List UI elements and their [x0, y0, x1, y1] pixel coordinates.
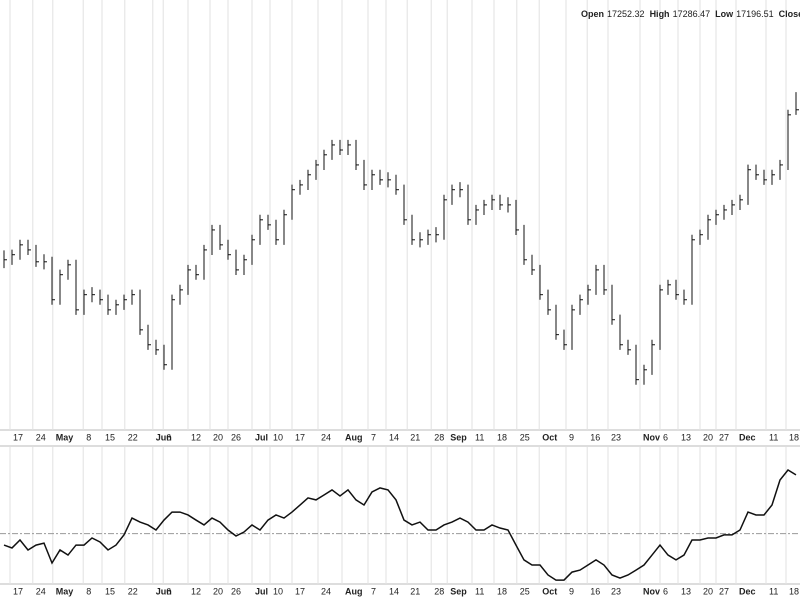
x-tick-label: Jun	[156, 432, 172, 442]
x-tick-label: May	[56, 586, 74, 596]
x-tick-label: 26	[231, 586, 241, 596]
x-tick-label: 11	[475, 432, 484, 442]
x-tick-label: 7	[371, 586, 376, 596]
x-tick-label: 9	[569, 432, 574, 442]
x-tick-label: 23	[611, 432, 621, 442]
x-tick-label: Jun	[156, 586, 172, 596]
x-tick-label: Nov	[643, 432, 660, 442]
x-tick-label: 27	[719, 432, 729, 442]
x-tick-label: 28	[434, 432, 444, 442]
x-tick-label: Oct	[542, 586, 557, 596]
x-tick-label: May	[56, 432, 74, 442]
x-tick-label: 6	[663, 432, 668, 442]
quote-value: 17196.51	[736, 9, 774, 19]
x-tick-label: 12	[191, 432, 201, 442]
x-tick-label: 22	[128, 586, 138, 596]
x-tick-label: Aug	[345, 586, 363, 596]
x-tick-label: 11	[769, 586, 778, 596]
x-tick-label: 27	[719, 586, 729, 596]
x-tick-label: 14	[389, 586, 399, 596]
x-tick-label: 23	[611, 586, 621, 596]
x-tick-label: 17	[13, 586, 23, 596]
x-tick-label: 6	[166, 586, 171, 596]
x-tick-label: 12	[191, 586, 201, 596]
x-tick-label: Sep	[450, 432, 467, 442]
quote-value: 17252.32	[607, 9, 645, 19]
x-tick-label: 15	[105, 432, 115, 442]
x-tick-label: 10	[273, 586, 283, 596]
x-tick-label: 21	[410, 432, 420, 442]
x-tick-label: Aug	[345, 432, 363, 442]
x-tick-label: 18	[789, 432, 799, 442]
x-tick-label: 17	[13, 432, 23, 442]
x-tick-label: 14	[389, 432, 399, 442]
x-tick-label: Jul	[255, 432, 268, 442]
x-tick-label: 10	[273, 432, 283, 442]
x-tick-label: 11	[769, 432, 778, 442]
x-tick-label: Dec	[739, 586, 756, 596]
indicator-line	[3, 469, 797, 581]
quote-label: Close	[779, 9, 800, 19]
x-tick-label: 9	[569, 586, 574, 596]
x-tick-label: 20	[703, 586, 713, 596]
x-tick-label: 16	[590, 586, 600, 596]
x-tick-label: 21	[410, 586, 420, 596]
x-tick-label: 15	[105, 586, 115, 596]
x-tick-label: 8	[86, 586, 91, 596]
x-tick-label: 28	[434, 586, 444, 596]
x-tick-label: Dec	[739, 432, 756, 442]
x-tick-label: 25	[520, 432, 530, 442]
x-tick-label: 16	[590, 432, 600, 442]
x-tick-label: 13	[681, 586, 691, 596]
x-tick-label: Jul	[255, 586, 268, 596]
x-tick-label: 24	[36, 586, 46, 596]
x-tick-label: 18	[497, 586, 507, 596]
x-tick-label: 20	[703, 432, 713, 442]
x-tick-label: Sep	[450, 586, 467, 596]
x-tick-label: 7	[371, 432, 376, 442]
x-tick-label: 6	[166, 432, 171, 442]
x-tick-label: 17	[295, 586, 305, 596]
x-tick-label: 8	[86, 432, 91, 442]
x-tick-label: 18	[497, 432, 507, 442]
x-tick-label: 25	[520, 586, 530, 596]
x-tick-label: 13	[681, 432, 691, 442]
x-tick-label: 6	[663, 586, 668, 596]
x-tick-label: 17	[295, 432, 305, 442]
x-tick-label: Oct	[542, 432, 557, 442]
quote-label: Low	[715, 9, 734, 19]
x-tick-label: 18	[789, 586, 799, 596]
quote-label: High	[650, 9, 670, 19]
x-tick-label: 24	[321, 432, 331, 442]
quote-label: Open	[581, 9, 604, 19]
x-tick-label: Nov	[643, 586, 660, 596]
x-tick-label: 20	[213, 586, 223, 596]
x-tick-label: 11	[475, 586, 484, 596]
x-tick-label: 22	[128, 432, 138, 442]
x-tick-label: 20	[213, 432, 223, 442]
x-tick-label: 24	[321, 586, 331, 596]
x-tick-label: 24	[36, 432, 46, 442]
x-tick-label: 26	[231, 432, 241, 442]
quote-value: 17286.47	[673, 9, 711, 19]
